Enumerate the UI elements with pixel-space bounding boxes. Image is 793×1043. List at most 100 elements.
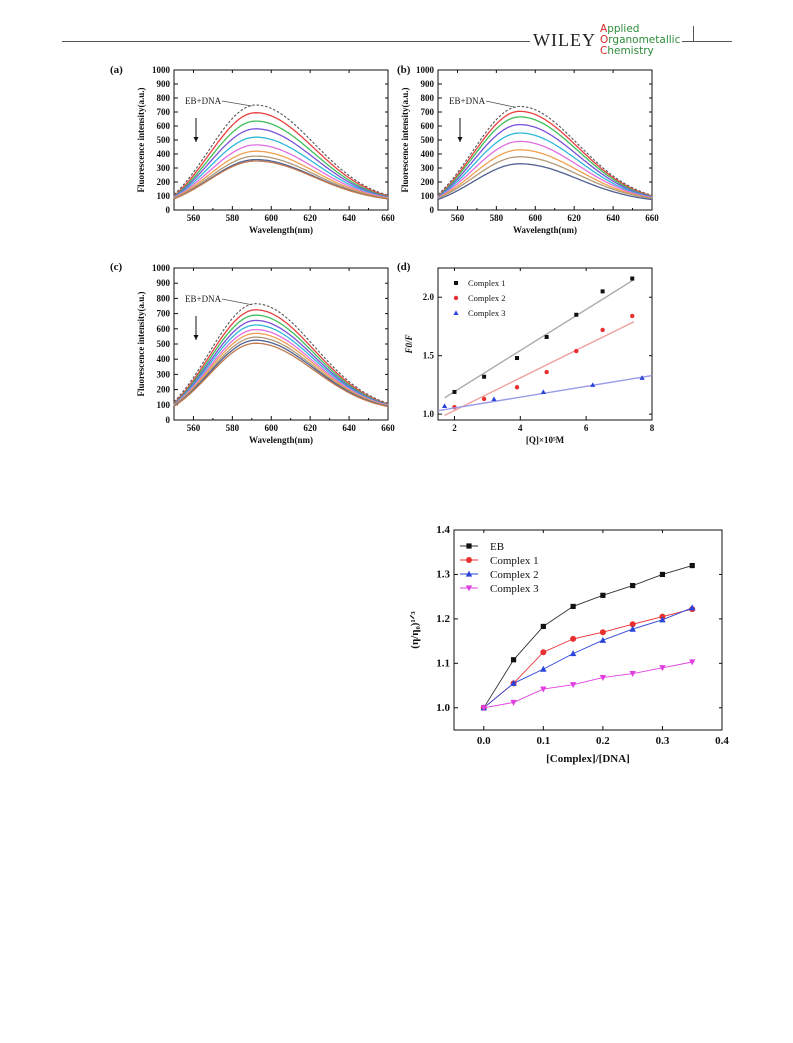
x-tick-label: 0.2 [596,735,610,747]
legend-marker [465,585,473,592]
series-line [483,608,693,709]
page-header: WILEY Applied Organometallic Chemistry [0,0,793,64]
spectrum-curve [437,149,653,199]
data-point-triangle [689,604,696,611]
series-line [483,565,693,709]
x-tick-label: 560 [187,423,201,433]
header-rule [62,41,732,42]
spectrum-curve [173,309,389,405]
x-axis-label: Wavelength(nm) [249,435,313,445]
spectrum-curve [173,314,389,406]
spectrum-curve [173,104,389,196]
spectrum-curve [437,123,653,198]
data-point-square [510,657,517,663]
data-point-triangle-down [480,705,487,712]
y-tick-label: 800 [157,293,171,303]
y-axis-label: (η/η₀)¹ᐟ³ [409,611,421,649]
data-point-circle [629,621,636,628]
data-point-triangle-down [599,674,607,681]
series-line [483,661,693,709]
y-tick-label: 400 [157,354,171,364]
data-point-circle [540,649,547,656]
spectrum-curve [437,116,653,198]
spectrum-curve [437,163,653,201]
data-point-triangle-down [689,659,696,666]
y-tick-label: 700 [421,107,435,117]
y-tick-label: 600 [157,324,171,334]
y-tick-label: 1.4 [436,524,450,536]
journal-line-1: Applied [600,24,680,35]
y-tick-label: 800 [157,93,171,103]
y-axis-label: Fluorescence intensity(a.u.) [136,291,146,396]
data-point-triangle [441,403,448,408]
x-tick-label: 0.3 [656,735,670,747]
legend-marker [466,543,472,549]
spectrum-curve [173,144,389,199]
annotation-leader [221,100,252,107]
x-axis-label: Wavelength(nm) [249,225,313,235]
x-tick-label: 580 [226,213,240,223]
x-tick-label: 560 [451,213,465,223]
spectrum-curve [173,150,389,199]
annotation-label: EB+DNA [185,96,222,106]
data-point-triangle [629,625,636,632]
data-point-square [515,356,520,361]
spectrum-curve [173,342,389,408]
y-tick-label: 300 [421,163,435,173]
x-axis-label: [Complex]/[DNA] [546,753,630,765]
y-tick-label: 700 [157,107,171,117]
x-tick-label: 0.1 [536,735,550,747]
y-tick-label: 1.0 [423,409,435,419]
panel-label: (d) [397,261,411,273]
x-tick-label: 2 [452,423,457,433]
data-point-triangle [569,650,577,657]
spectrum-curve [437,132,653,199]
x-tick-label: 6 [584,423,589,433]
y-tick-label: 1.0 [436,702,450,714]
data-point-circle [599,629,606,636]
journal-cap-3: C [600,45,608,57]
stern-volmer-panel: 2 4 6 8 1.0 1.5 2.0 [Q]×10⁵M F0/F (d) Complex 1 Com… [397,261,655,445]
y-tick-label: 900 [157,278,171,288]
fit-line [444,321,635,416]
data-point-square [630,582,636,589]
x-tick-label: 660 [645,213,659,223]
header-tick [693,26,694,42]
data-point-square [630,276,635,281]
x-tick-label: 660 [381,423,395,433]
spectrum-curve [173,155,389,200]
y-tick-label: 1000 [152,65,171,75]
x-axis-label: [Q]×10⁵M [526,435,565,445]
x-tick-label: 640 [342,213,356,223]
data-point-triangle [590,382,596,387]
legend-label: Complex 1 [490,555,539,567]
spectrum-curve [173,303,389,404]
publisher-logo: WILEY [530,30,599,50]
y-tick-label: 700 [157,309,171,319]
data-point-square [600,592,606,598]
data-point-circle [600,327,605,333]
data-point-triangle [510,679,517,686]
y-tick-label: 300 [157,163,171,173]
data-point-triangle-down [540,686,547,693]
y-tick-label: 100 [421,191,435,201]
y-tick-label: 600 [421,121,435,131]
data-point-square [689,562,695,569]
plot-frame [453,529,723,731]
viscosity-panel: 0.0 0.1 0.2 0.3 0.4 1.0 1.1 1.2 1.3 1.4 [Complex]/… [409,524,729,765]
y-tick-label: 200 [421,177,435,187]
y-tick-label: 500 [421,135,435,145]
spectrum-curve [437,110,653,197]
x-tick-label: 580 [490,213,504,223]
x-tick-label: 0.0 [477,735,491,747]
data-point-square [659,571,666,578]
x-tick-label: 0.4 [715,735,729,747]
data-point-circle [574,348,579,354]
legend-marker [454,281,458,285]
y-tick-label: 1000 [416,65,435,75]
x-tick-label: 4 [518,423,523,433]
x-tick-label: 620 [303,423,317,433]
y-tick-label: 200 [157,385,171,395]
y-tick-label: 0 [430,205,435,215]
